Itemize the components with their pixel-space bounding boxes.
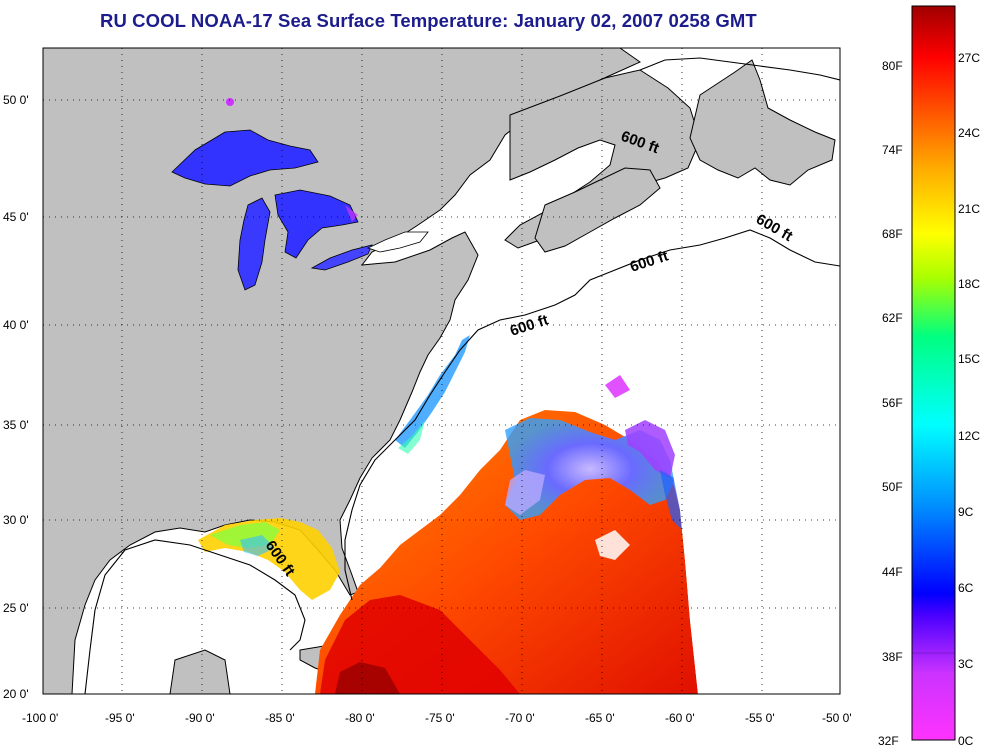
lat-tick-label: 45 0' [3,210,29,224]
colorbar-f-label: 50F [882,480,903,494]
sst-purple-north [605,375,630,398]
colorbar-c-label: 0C [958,734,974,748]
colorbar-c-label: 27C [958,51,980,65]
grid-lines [43,48,840,694]
lat-tick-label: 20 0' [3,687,29,701]
lake-ontario [366,231,429,253]
lon-tick-label: -50 0' [822,711,852,725]
lon-tick-label: -70 0' [505,711,535,725]
colorbar-c-label: 18C [958,277,980,291]
lon-tick-label: -100 0' [22,711,58,725]
colorbar-f-label: 56F [882,396,903,410]
lon-tick-label: -95 0' [105,711,135,725]
sst-purple-patch [625,420,675,478]
lake-erie [310,244,373,271]
lon-tick-label: -60 0' [665,711,695,725]
colorbar-c-label: 6C [958,581,974,595]
colorbar-c-label: 9C [958,505,974,519]
colorbar-f-label: 32F [878,734,899,748]
no-data-east [672,470,840,694]
lat-tick-label: 50 0' [3,93,29,107]
lake-nipigon [226,98,234,106]
colorbar-c-label: 24C [958,126,980,140]
sst-gulf-shelf-blue [240,535,275,556]
map-title: RU COOL NOAA-17 Sea Surface Temperature:… [100,10,757,31]
lake-huron [274,189,359,259]
colorbar-c-label: 3C [958,657,974,671]
land-north-america [43,48,642,694]
lat-tick-label: 40 0' [3,318,29,332]
lon-tick-label: -90 0' [185,711,215,725]
colorbar-f-label: 80F [882,59,903,73]
lake-michigan [237,197,271,291]
colorbar-f-label: 38F [882,650,903,664]
lon-tick-label: -75 0' [425,711,455,725]
lon-tick-label: -85 0' [265,711,295,725]
lat-tick-label: 25 0' [3,601,29,615]
isobath-600ft-north [639,57,840,81]
colorbar: 80F 74F 68F 62F 56F 50F 44F 38F 32F 27C … [878,5,980,748]
map-plot-area [43,48,840,694]
land-newfoundland [689,59,836,186]
colorbar-c-label: 15C [958,352,980,366]
lon-tick-label: -80 0' [345,711,375,725]
sst-dark-red [335,662,400,694]
lat-tick-label: 30 0' [3,513,29,527]
isobath-600ft-gulf [84,539,306,694]
lon-tick-label: -65 0' [585,711,615,725]
colorbar-f-label: 74F [882,143,903,157]
sst-cool-shelf-green [398,420,425,454]
colorbar-f-label: 62F [882,311,903,325]
lat-tick-label: 35 0' [3,418,29,432]
lon-tick-label: -55 0' [745,711,775,725]
sst-white-cloud [595,530,630,560]
colorbar-c-label: 21C [958,202,980,216]
land-yucatan [169,649,231,694]
lake-superior [171,129,319,187]
land-nova-scotia [534,167,661,253]
sst-cold-streak [505,470,545,515]
colorbar-f-label: 44F [882,565,903,579]
colorbar-gradient [911,5,956,741]
map-border [42,47,841,695]
colorbar-c-label: 12C [958,429,980,443]
lake-accent [345,205,358,222]
colorbar-f-label: 68F [882,227,903,241]
isobath-600ft [344,229,840,601]
